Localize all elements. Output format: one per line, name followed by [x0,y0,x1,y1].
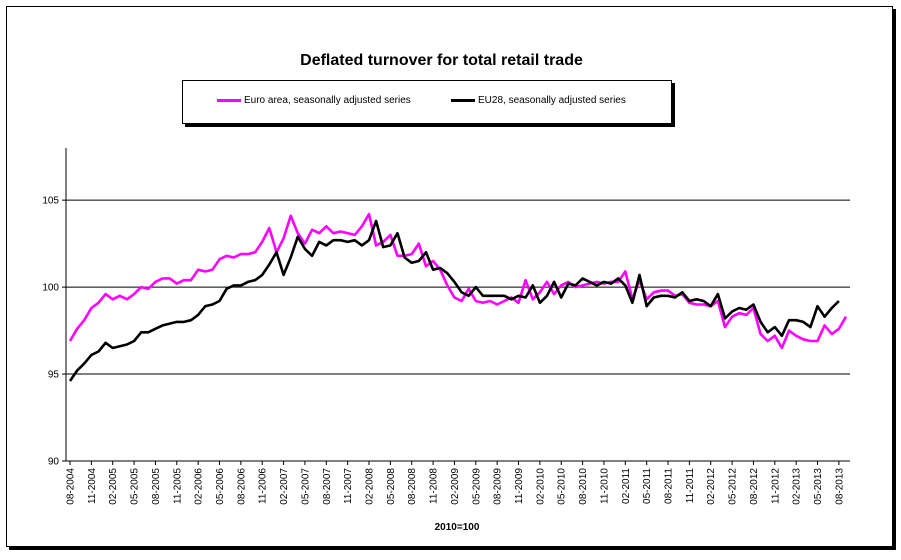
x-tick-label-05-2008: 05-2008 [386,468,397,505]
y-tick-label-100: 100 [42,283,59,294]
y-tick-label-90: 90 [48,457,60,468]
x-tick-label-11-2007: 11-2007 [343,468,354,504]
legend-label-eu28: EU28, seasonally adjusted series [478,95,626,106]
y-tick-label-105: 105 [42,196,59,207]
x-tick-label-08-2013: 08-2013 [834,468,845,505]
series-line-eu28 [68,219,840,382]
x-tick-label-05-2006: 05-2006 [215,468,226,505]
x-tick-label-05-2007: 05-2007 [300,468,311,505]
x-tick-label-02-2008: 02-2008 [365,468,376,505]
x-tick-label-05-2011: 05-2011 [642,468,653,504]
tick-labels: 90 95 100 105 08-2004 11-2004 02-2005 05-2005 08… [42,196,845,505]
x-tick-label-05-2010: 05-2010 [557,468,568,505]
x-tick-label-02-2005: 02-2005 [108,468,119,505]
chart-title: Deflated turnover for total retail trade [300,52,583,69]
legend-label-euro-area: Euro area, seasonally adjusted series [244,95,411,106]
x-tick-label-08-2005: 08-2005 [151,468,162,505]
x-tick-label-02-2009: 02-2009 [450,468,461,505]
legend-item-eu28: EU28, seasonally adjusted series [451,95,626,106]
x-tick-label-11-2005: 11-2005 [172,468,183,504]
x-tick-label-08-2007: 08-2007 [322,468,333,505]
y-tick-label-95: 95 [48,370,60,381]
x-tick-label-02-2013: 02-2013 [792,468,803,505]
x-tick-label-02-2006: 02-2006 [194,468,205,505]
x-tick-label-02-2007: 02-2007 [279,468,290,505]
axes [62,148,850,465]
x-tick-label-08-2009: 08-2009 [493,468,504,505]
x-tick-label-11-2010: 11-2010 [599,468,610,504]
x-tick-label-08-2004: 08-2004 [66,468,77,505]
chart-legend: Euro area, seasonally adjusted series EU… [182,80,672,124]
x-tick-label-11-2012: 11-2012 [770,468,781,504]
x-tick-label-08-2011: 08-2011 [664,468,675,504]
x-tick-label-05-2013: 05-2013 [813,468,824,505]
x-tick-label-08-2006: 08-2006 [236,468,247,505]
x-tick-label-11-2009: 11-2009 [514,468,525,504]
x-tick-label-05-2005: 05-2005 [130,468,141,505]
legend-swatch-eu28 [451,99,475,102]
x-tick-label-08-2010: 08-2010 [578,468,589,505]
x-tick-label-08-2008: 08-2008 [407,468,418,505]
x-tick-label-08-2012: 08-2012 [749,468,760,505]
series-line-euro-area [68,212,848,350]
x-tick-label-02-2011: 02-2011 [621,468,632,504]
x-tick-label-02-2012: 02-2012 [706,468,717,505]
x-tick-label-11-2011: 11-2011 [685,468,696,504]
x-tick-label-05-2012: 05-2012 [728,468,739,505]
x-tick-label-05-2009: 05-2009 [471,468,482,505]
series-lines [68,212,848,382]
legend-swatch-euro-area [217,99,241,102]
x-tick-label-11-2006: 11-2006 [258,468,269,504]
x-tick-label-02-2010: 02-2010 [535,468,546,505]
x-tick-label-11-2008: 11-2008 [429,468,440,504]
legend-item-euro-area: Euro area, seasonally adjusted series [217,95,411,106]
x-axis-label: 2010=100 [435,522,480,533]
x-tick-label-11-2004: 11-2004 [87,468,98,504]
